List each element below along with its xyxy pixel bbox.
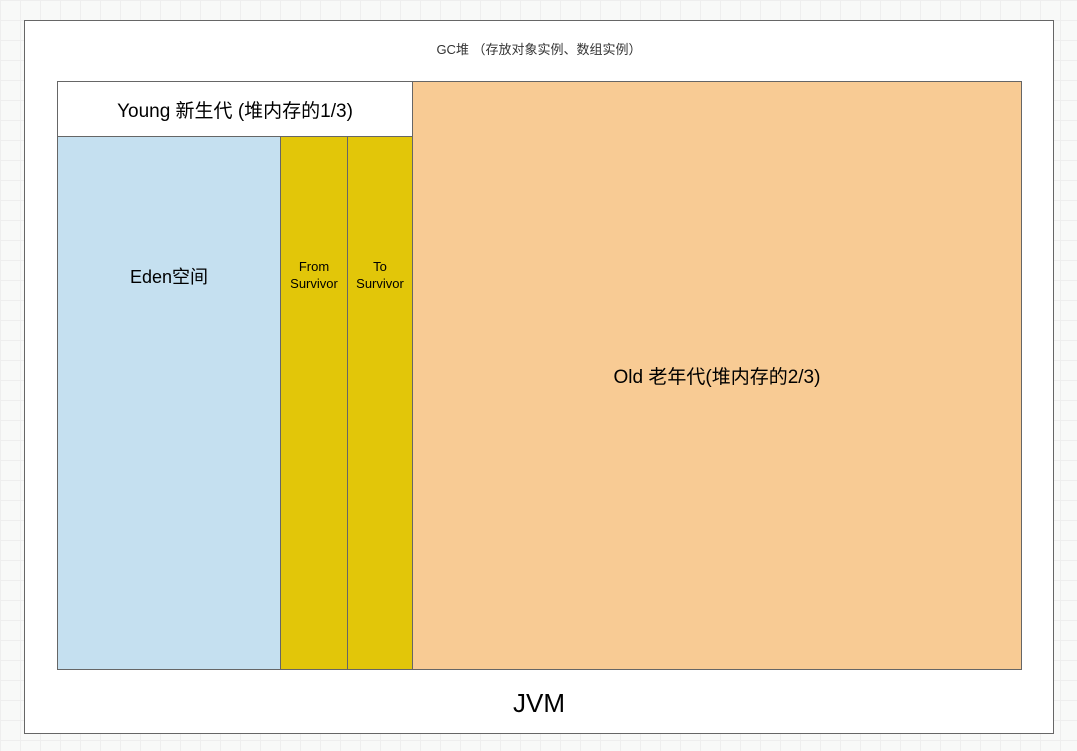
to-survivor-label: To Survivor xyxy=(348,259,412,293)
heap-area: Young 新生代 (堆内存的1/3) Eden空间 From Survivor… xyxy=(57,81,1022,671)
young-generation-body: Eden空间 From Survivor To Survivor xyxy=(57,137,413,670)
eden-label: Eden空间 xyxy=(130,263,208,289)
young-generation-header: Young 新生代 (堆内存的1/3) xyxy=(57,81,413,137)
gc-heap-title: GC堆 （存放对象实例、数组实例） xyxy=(25,21,1053,74)
old-generation: Old 老年代(堆内存的2/3) xyxy=(413,81,1022,670)
to-survivor-space: To Survivor xyxy=(348,137,413,670)
from-survivor-label: From Survivor xyxy=(281,259,347,293)
old-gen-label: Old 老年代(堆内存的2/3) xyxy=(614,362,821,389)
eden-space: Eden空间 xyxy=(57,137,281,670)
young-header-label: Young 新生代 (堆内存的1/3) xyxy=(117,96,353,123)
jvm-footer-label: JVM xyxy=(25,688,1053,719)
from-survivor-space: From Survivor xyxy=(281,137,348,670)
jvm-outer-container: GC堆 （存放对象实例、数组实例） Young 新生代 (堆内存的1/3) Ed… xyxy=(24,20,1054,734)
